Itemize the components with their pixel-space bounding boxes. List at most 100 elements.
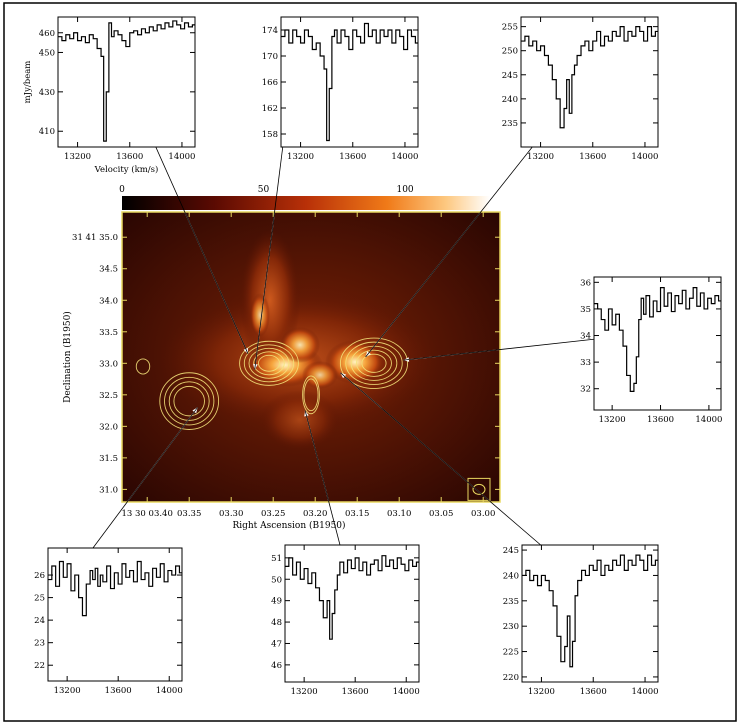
spectrum-y-tick-label: 46 (271, 661, 282, 671)
spectrum-x-tick-label: 13600 (105, 686, 132, 696)
colorbar-tick-label: 0 (119, 185, 125, 195)
spectrum-frame (521, 544, 659, 683)
contour-line (339, 337, 409, 389)
spectrum-x-tick-label: 14000 (632, 687, 659, 697)
spectrum-y-tick-label: 450 (39, 48, 55, 58)
spectrum-y-tick-label: 174 (262, 26, 278, 36)
spectrum-panel-spec_tr: 13200 13600 14000 235 240 245 250 255 (502, 16, 659, 162)
spectrum-x-tick-label: 13600 (339, 152, 366, 162)
figure-border (3, 2, 737, 722)
spectrum-y-tick-label: 235 (503, 597, 519, 607)
spectrum-y-tick-label: 430 (39, 88, 55, 98)
map-y-tick-label: 33.0 (99, 359, 118, 369)
spectrum-x-tick-label: 13200 (527, 152, 554, 162)
spectrum-line (281, 22, 418, 142)
spectrum-panel-spec_tl: 13200 13600 14000 410 430 450 460 Velocity (km/… (23, 16, 196, 175)
map-x-tick-label: 03.00 (471, 509, 495, 519)
spectrum-frame (57, 16, 196, 148)
spectrum-frame (593, 276, 722, 411)
contour-line (159, 372, 220, 430)
spectrum-x-tick-label: 13200 (64, 152, 91, 162)
spectrum-y-tick-label: 35 (580, 305, 591, 315)
spectrum-x-tick-label: 14000 (695, 415, 722, 425)
pointer-lines (83, 124, 597, 573)
map-y-tick-label: 31.0 (99, 485, 118, 495)
map-x-tick-label: 03.05 (429, 509, 453, 519)
colorbar-tick-label: 100 (396, 185, 413, 195)
map-x-tick-label: 03.30 (219, 509, 243, 519)
spectrum-y-tick-label: 23 (34, 639, 45, 649)
emission-blob (250, 293, 270, 337)
pointer-line (365, 130, 546, 358)
contour-line (168, 381, 210, 421)
contour-line (173, 385, 205, 417)
spectrum-y-tick-label: 32 (580, 385, 591, 395)
contour-line (135, 358, 151, 375)
spectrum-x-tick-label: 13200 (287, 152, 314, 162)
map-frame (121, 211, 501, 503)
map-x-tick-label: 03.35 (177, 509, 201, 519)
spectrum-y-tick-label: 245 (503, 546, 519, 556)
spectrum-y-tick-label: 22 (34, 661, 45, 671)
spectrum-y-tick-label: 170 (262, 52, 278, 62)
map-x-tick-label: 03.20 (303, 509, 327, 519)
spectrum-x-tick-label: 13600 (116, 152, 143, 162)
pointer-line (403, 338, 597, 361)
spectrum-xlabel: Velocity (km/s) (94, 164, 159, 175)
spectrum-frame (284, 544, 420, 683)
map-y-tick-label: 34.0 (99, 296, 118, 306)
pointer-line (340, 372, 558, 560)
spectrum-y-tick-label: 162 (262, 104, 278, 114)
spectrum-y-tick-label: 250 (502, 47, 518, 57)
pointer-line (254, 144, 284, 370)
pointer-line (83, 407, 198, 561)
contour-line (257, 354, 281, 372)
main-map: 13 30 03.40 03.35 03.30 03.25 03.20 03.15 03.1… (62, 211, 501, 531)
map-x-tick-label: 13 30 03.40 (122, 509, 173, 519)
spectrum-y-tick-label: 240 (502, 95, 518, 105)
spectrum-y-tick-label: 235 (502, 119, 518, 129)
contour-line (356, 349, 392, 377)
spectrum-x-tick-label: 14000 (631, 152, 658, 162)
spectrum-x-tick-label: 14000 (393, 687, 420, 697)
spectrum-x-tick-label: 13200 (599, 415, 626, 425)
spectrum-y-tick-label: 47 (271, 639, 282, 649)
spectrum-x-tick-label: 14000 (156, 686, 183, 696)
spectrum-y-tick-label: 24 (34, 616, 45, 626)
contour-line (248, 347, 290, 379)
spectrum-y-tick-label: 50 (271, 575, 282, 585)
spectrum-ylabel: mJy/beam (23, 61, 33, 104)
contour-line (253, 351, 285, 376)
colorbar-gradient (122, 196, 490, 210)
spectrum-frame (520, 16, 659, 148)
spectrum-y-tick-label: 49 (271, 597, 282, 607)
spectrum-y-tick-label: 245 (502, 71, 518, 81)
spectrum-line (594, 287, 721, 392)
spectrum-line (521, 26, 658, 129)
spectrum-y-tick-label: 225 (503, 648, 519, 658)
map-xlabel: Right Ascension (B1950) (232, 520, 345, 531)
spectrum-line (285, 555, 419, 640)
spectrum-y-tick-label: 51 (271, 554, 282, 564)
map-y-tick-label: 32.0 (99, 422, 118, 432)
spectrum-y-tick-label: 460 (39, 29, 55, 39)
contour-line (361, 353, 387, 373)
contour-line (345, 341, 403, 385)
spectrum-y-tick-label: 25 (34, 594, 45, 604)
spectrum-y-tick-label: 240 (503, 571, 519, 581)
spectrum-line (48, 560, 182, 617)
contour-line (164, 376, 215, 426)
spectrum-x-tick-label: 13600 (342, 687, 369, 697)
map-y-tick-label: 34.5 (99, 265, 118, 275)
map-y-tick-label: 33.5 (99, 328, 118, 338)
beam-ellipse (472, 483, 486, 495)
colorbar: 0 50 100 (119, 185, 490, 210)
spectrum-panel-spec_br: 13200 13600 14000 220 225 230 235 240 245 (503, 544, 659, 697)
spectrum-x-tick-label: 13600 (647, 415, 674, 425)
map-y-tick-label: 31.5 (99, 454, 118, 464)
spectrum-x-tick-label: 14000 (168, 152, 195, 162)
contour-line (303, 378, 319, 412)
spectrum-x-tick-label: 13200 (528, 687, 555, 697)
map-x-tick-label: 03.15 (345, 509, 369, 519)
